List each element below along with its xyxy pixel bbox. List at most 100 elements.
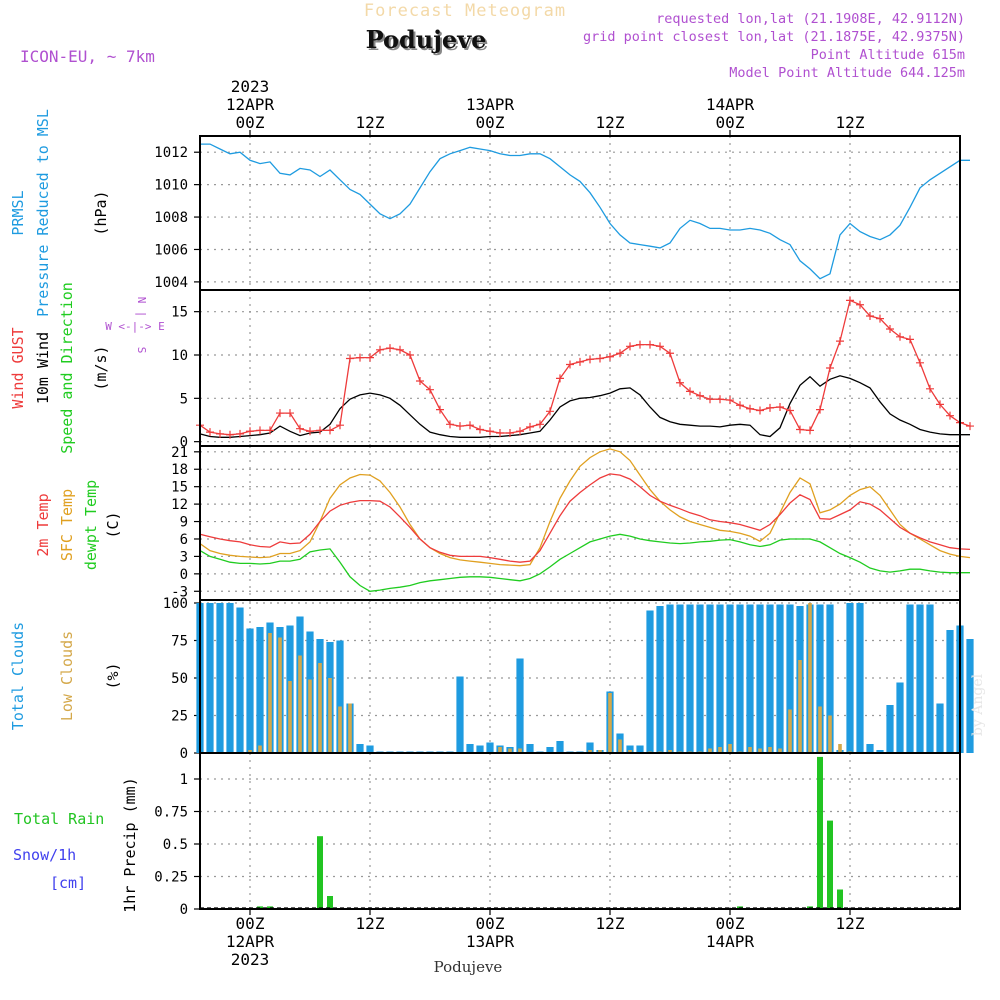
gust-marker [316, 426, 324, 435]
gust-marker [896, 332, 904, 341]
y-tick-label: 50 [171, 671, 188, 687]
total-cloud-bar [556, 741, 564, 753]
wind-label: 10m Wind [34, 332, 52, 404]
total-cloud-bar [646, 610, 654, 753]
low-cloud-bar [338, 706, 342, 753]
panel-frame [199, 599, 961, 754]
total-cloud-bar [736, 604, 744, 753]
wind-gust-line [199, 299, 971, 436]
total-cloud-bar [676, 604, 684, 753]
bottom-time-label: 14APR [706, 932, 755, 951]
top-time-label: 00Z [716, 113, 745, 132]
y-tick-label: 21 [171, 445, 188, 461]
gust-marker [946, 411, 954, 420]
gust-marker [446, 420, 454, 429]
top-time-label: 00Z [476, 113, 505, 132]
gust-marker [656, 342, 664, 351]
gust-marker [206, 428, 214, 437]
y-tick-label: 100 [163, 596, 188, 612]
low-cloud-bar [728, 744, 732, 753]
low-cloud-bar [708, 748, 712, 753]
subtitle: Forecast Meteogram [364, 1, 566, 21]
total-cloud-bar [766, 604, 774, 753]
gust-marker [856, 300, 864, 309]
y-tick-label: 0 [180, 435, 188, 451]
gust-marker [836, 337, 844, 346]
low-cloud-bar [308, 679, 312, 753]
y-tick-label: 1 [180, 772, 188, 788]
panel-frame [199, 752, 961, 910]
panel-wind: 0 5 10 15 Wind GUST 10m Wind Speed and Directi… [9, 282, 974, 454]
low-cloud-bar [828, 715, 832, 753]
low-cloud-bar [668, 750, 672, 753]
gust-marker [906, 335, 914, 344]
top-time-label: 14APR [706, 95, 755, 114]
gust-marker [346, 354, 354, 363]
low-cloud-bar [618, 739, 622, 753]
y-tick-label: 1008 [154, 210, 188, 226]
model-altitude: Model Point Altitude 644.125m [729, 65, 965, 81]
gust-marker [746, 404, 754, 413]
y-tick-label: -3 [171, 584, 188, 600]
compass-we: W <-|-> E [105, 320, 165, 333]
direction-label: Speed and Direction [58, 282, 76, 454]
total-cloud-bar [366, 745, 374, 753]
pressure-unit: (hPa) [92, 190, 110, 235]
total-cloud-bar [936, 703, 944, 753]
gust-marker [616, 349, 624, 358]
gust-marker [436, 405, 444, 414]
panel-precipitation: 0 0.25 0.5 0.75 1 Total Rain Snow/1h [cm] 1hr Pr… [13, 753, 960, 918]
sfc-temp-line [199, 448, 971, 567]
gust-marker [786, 406, 794, 415]
model-name: ICON-EU, ~ 7km [20, 47, 155, 66]
gust-marker [226, 430, 234, 439]
gust-marker [466, 421, 474, 430]
total-cloud-bar [966, 639, 974, 753]
temp-2m-line [199, 473, 971, 563]
low-cloud-bar [348, 703, 352, 753]
low-cloud-bar [718, 747, 722, 753]
grid-coords: grid point closest lon,lat (21.1875E, 42… [583, 29, 965, 45]
bottom-time-label: 12APR [226, 932, 275, 951]
total-cloud-bar [696, 604, 704, 753]
total-cloud-bar [636, 745, 644, 753]
y-tick-label: 1012 [154, 145, 188, 161]
total-cloud-bar [916, 604, 924, 753]
gust-marker [536, 420, 544, 429]
gust-marker [776, 403, 784, 411]
low-cloud-bar [808, 603, 812, 753]
low-cloud-bar [748, 747, 752, 753]
low-clouds-label: Low Clouds [58, 631, 76, 721]
gust-marker [796, 425, 804, 434]
pressure-line [200, 143, 970, 280]
total-cloud-bar [206, 603, 214, 753]
gust-marker [666, 349, 674, 358]
gust-marker [326, 426, 334, 435]
total-cloud-bar [466, 744, 474, 753]
bottom-time-label: 00Z [236, 914, 265, 933]
gust-marker [356, 353, 364, 362]
gust-marker [846, 296, 854, 305]
gust-marker [716, 395, 724, 404]
gust-marker [806, 426, 814, 435]
dewpt-line [199, 533, 970, 592]
y-tick-label: 3 [180, 549, 188, 565]
total-clouds-label: Total Clouds [9, 622, 27, 730]
y-tick-label: 10 [171, 348, 188, 364]
gust-marker [276, 409, 284, 418]
total-cloud-bar [456, 676, 464, 753]
total-cloud-bar [246, 628, 254, 753]
gust-marker [886, 325, 894, 333]
low-cloud-bar [268, 633, 272, 753]
y-tick-label: 5 [180, 391, 188, 407]
y-tick-label: 15 [171, 305, 188, 321]
gust-marker [296, 424, 304, 433]
total-cloud-bar [336, 640, 344, 753]
y-tick-label: 12 [171, 497, 188, 513]
gust-marker [876, 314, 884, 323]
low-cloud-bar [788, 709, 792, 753]
gust-marker [576, 357, 584, 366]
gust-marker [456, 422, 464, 431]
